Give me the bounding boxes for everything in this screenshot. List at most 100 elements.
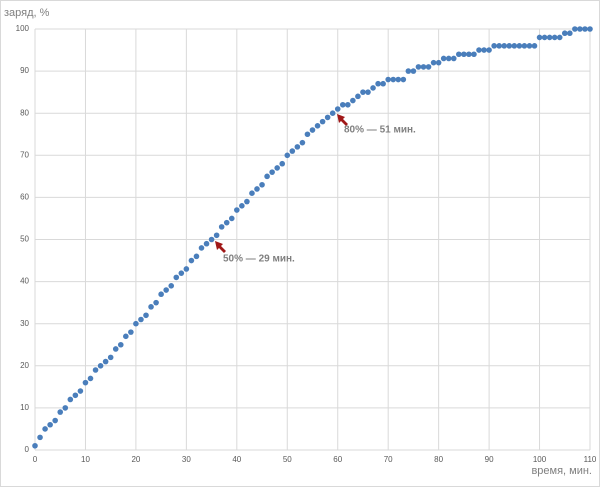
x-tick-label: 40 bbox=[232, 455, 241, 464]
point bbox=[57, 409, 64, 415]
arrow bbox=[215, 241, 226, 253]
point bbox=[173, 274, 180, 281]
point bbox=[188, 257, 195, 264]
y-tick-label: 60 bbox=[20, 193, 29, 202]
point bbox=[572, 26, 578, 32]
point bbox=[496, 43, 502, 49]
point bbox=[294, 144, 301, 150]
point bbox=[128, 329, 134, 335]
point bbox=[309, 127, 316, 133]
y-tick-label: 100 bbox=[16, 24, 30, 33]
point bbox=[385, 76, 391, 83]
point bbox=[112, 346, 119, 352]
x-tick-label: 90 bbox=[485, 455, 494, 464]
y-tick-label: 40 bbox=[20, 277, 29, 286]
point bbox=[440, 55, 447, 62]
point bbox=[551, 34, 558, 41]
point bbox=[299, 139, 306, 146]
point bbox=[536, 34, 543, 41]
point bbox=[234, 207, 240, 213]
point bbox=[143, 312, 149, 319]
point bbox=[375, 80, 381, 87]
point bbox=[567, 30, 573, 37]
point bbox=[138, 316, 144, 323]
point bbox=[355, 93, 361, 100]
point bbox=[486, 47, 492, 53]
point bbox=[360, 89, 366, 95]
point bbox=[213, 232, 220, 239]
point bbox=[541, 34, 548, 41]
point bbox=[339, 101, 346, 108]
y-tick-label: 30 bbox=[20, 319, 29, 328]
point bbox=[445, 55, 452, 62]
point bbox=[97, 363, 104, 369]
point bbox=[52, 417, 58, 424]
point bbox=[526, 43, 533, 49]
y-tick-label: 90 bbox=[20, 66, 29, 75]
point bbox=[476, 47, 482, 53]
point bbox=[405, 68, 412, 74]
x-tick-label: 0 bbox=[33, 455, 38, 464]
point bbox=[561, 30, 568, 37]
point bbox=[556, 34, 563, 41]
point bbox=[430, 59, 437, 66]
point bbox=[62, 405, 69, 411]
y-tick-label: 20 bbox=[20, 361, 29, 370]
point bbox=[158, 291, 164, 298]
x-tick-label: 10 bbox=[81, 455, 90, 464]
y-tick-label: 70 bbox=[20, 150, 29, 159]
point bbox=[218, 224, 225, 230]
point bbox=[546, 34, 553, 41]
point bbox=[249, 190, 255, 196]
point bbox=[582, 26, 588, 32]
point bbox=[92, 367, 99, 373]
point bbox=[77, 388, 84, 394]
point bbox=[148, 304, 154, 310]
point bbox=[350, 97, 356, 104]
points bbox=[32, 26, 593, 449]
point bbox=[133, 320, 139, 327]
point bbox=[244, 198, 250, 205]
point bbox=[345, 101, 351, 108]
x-tick-label: 20 bbox=[131, 455, 140, 464]
point bbox=[47, 421, 53, 428]
y-tick-label: 50 bbox=[20, 235, 29, 244]
point bbox=[67, 396, 74, 403]
point bbox=[471, 51, 477, 58]
point bbox=[395, 76, 402, 83]
x-tick-label: 50 bbox=[283, 455, 292, 464]
point bbox=[259, 181, 265, 188]
point bbox=[117, 341, 124, 348]
point bbox=[511, 43, 518, 49]
point bbox=[435, 59, 442, 66]
point bbox=[239, 203, 245, 209]
point bbox=[203, 240, 210, 247]
y-axis-title: заряд, % bbox=[4, 7, 50, 19]
point bbox=[501, 43, 508, 49]
point bbox=[380, 80, 386, 87]
point bbox=[516, 43, 523, 49]
x-tick-label: 30 bbox=[182, 455, 191, 464]
point bbox=[254, 186, 260, 192]
point bbox=[37, 434, 43, 441]
point bbox=[587, 26, 593, 32]
point bbox=[274, 165, 280, 171]
point bbox=[72, 392, 79, 399]
point bbox=[42, 426, 48, 432]
x-tick-label: 100 bbox=[533, 455, 547, 464]
point bbox=[577, 26, 583, 32]
point bbox=[329, 110, 336, 116]
point bbox=[223, 219, 230, 226]
point bbox=[304, 131, 311, 138]
point bbox=[163, 287, 169, 293]
arrow bbox=[337, 114, 348, 126]
point bbox=[178, 270, 185, 276]
point bbox=[456, 51, 462, 58]
x-tick-label: 60 bbox=[333, 455, 342, 464]
point bbox=[365, 89, 371, 95]
point bbox=[269, 169, 275, 175]
point bbox=[531, 43, 538, 49]
point bbox=[208, 236, 215, 243]
